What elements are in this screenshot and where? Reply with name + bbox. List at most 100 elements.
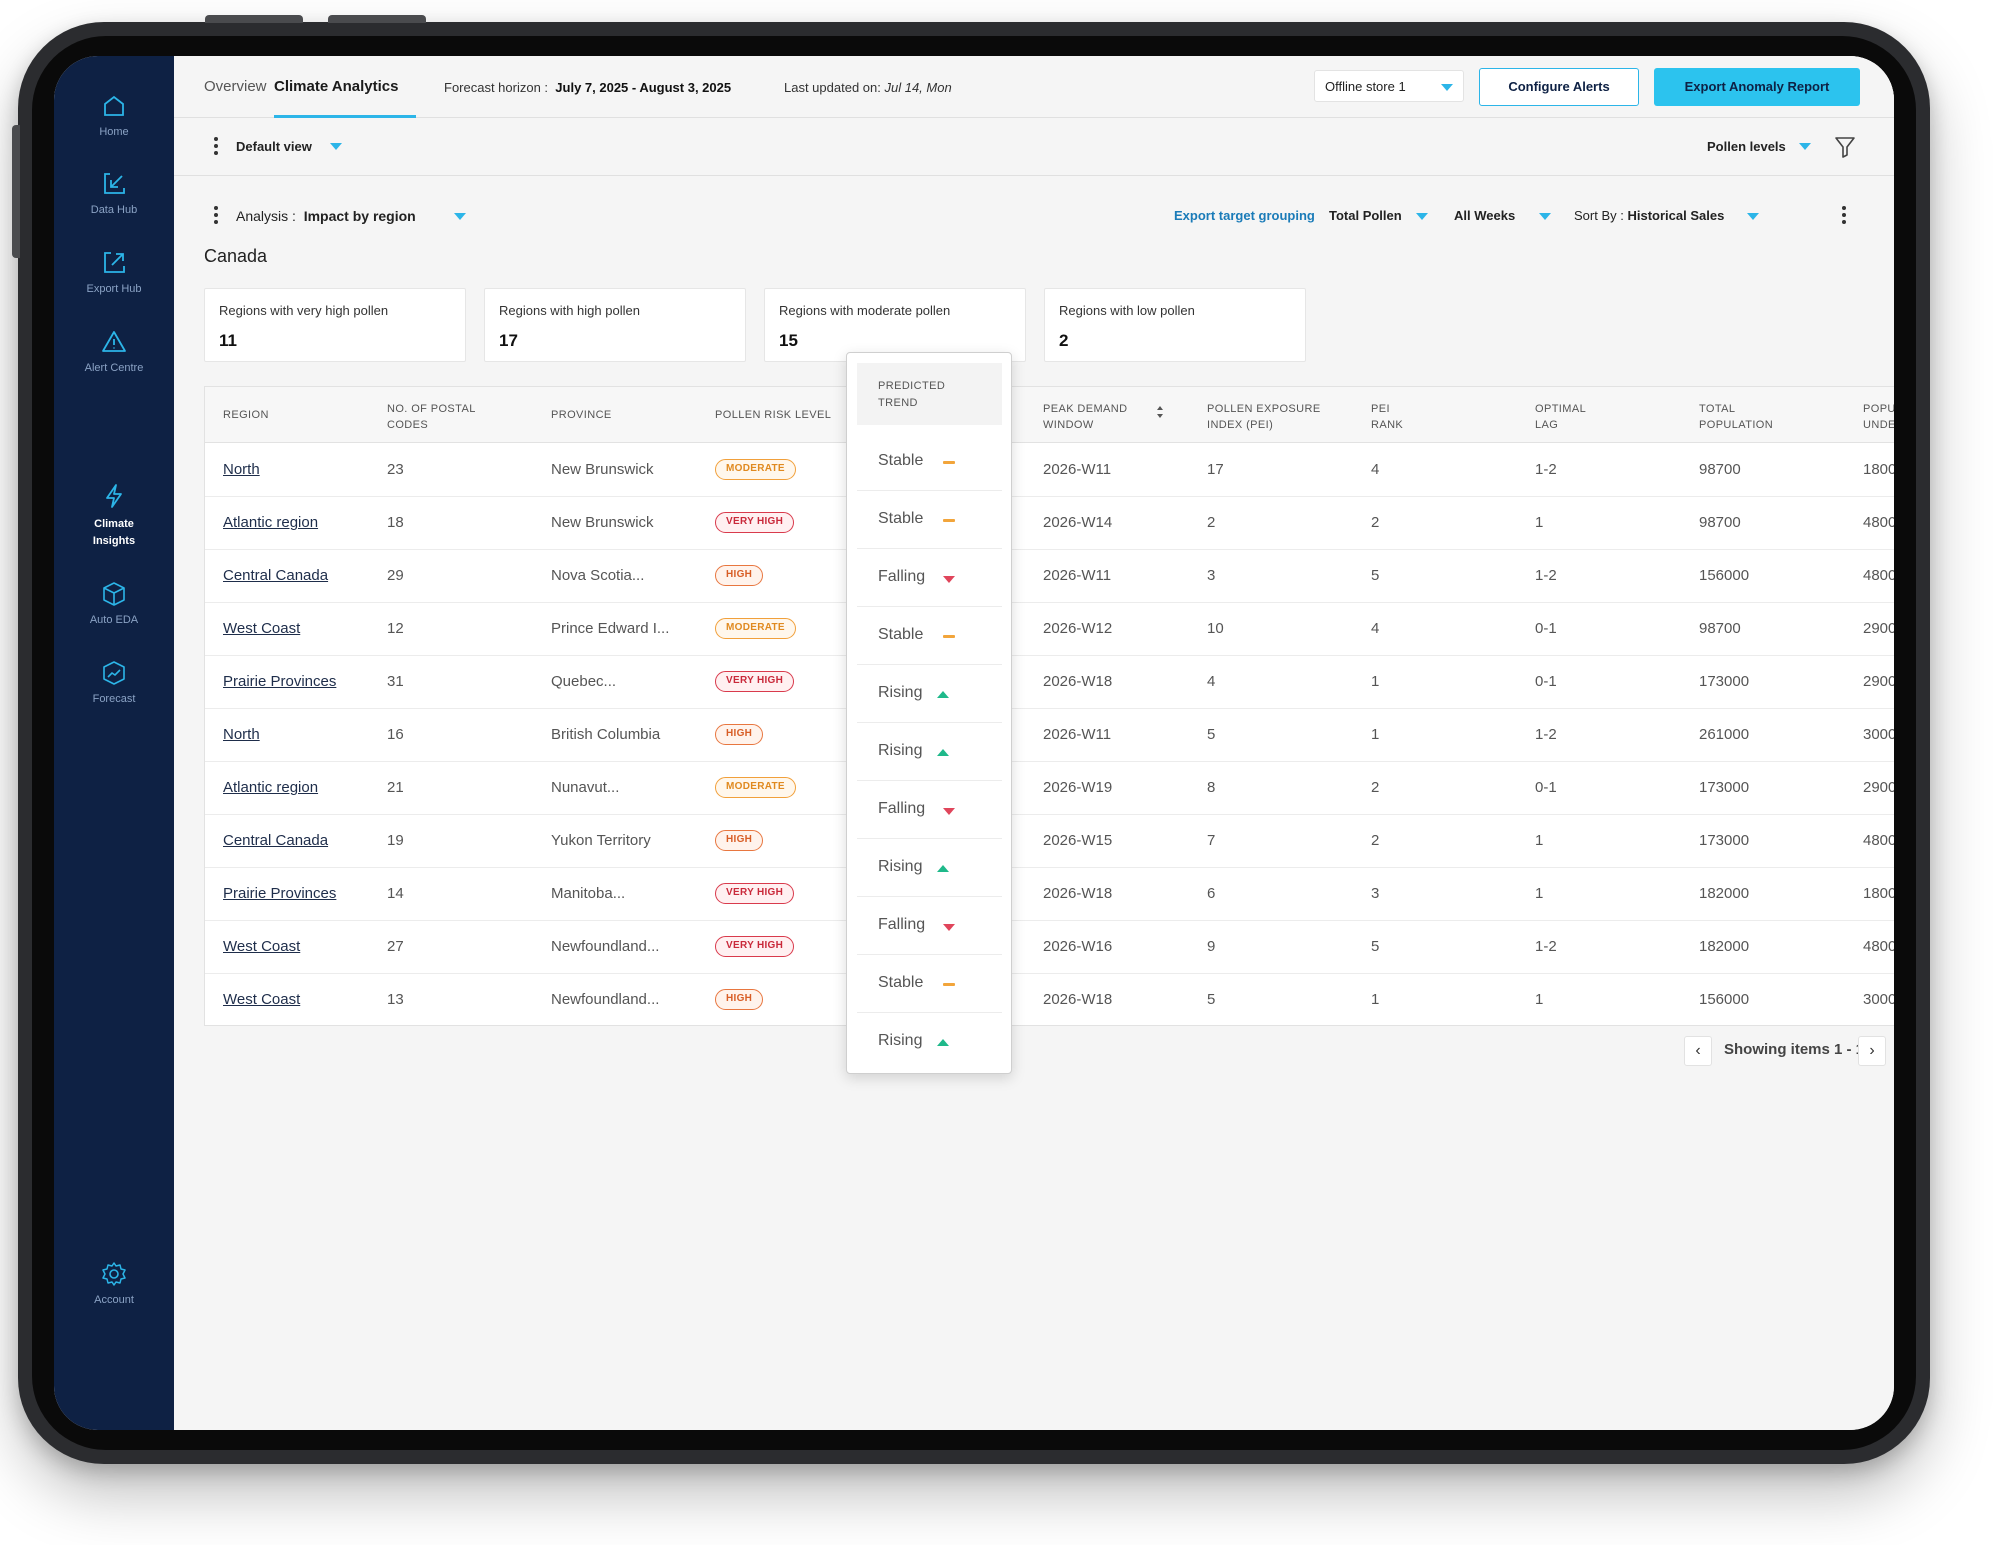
province-cell: New Brunswick xyxy=(551,461,654,478)
sidebar-item-forecast[interactable]: Forecast xyxy=(54,659,174,705)
header-pei[interactable]: POLLEN EXPOSURE INDEX (PEI) xyxy=(1207,401,1321,433)
optimal-lag-cell: 1-2 xyxy=(1535,461,1557,478)
pollen-levels-select[interactable]: Pollen levels xyxy=(1707,139,1786,154)
sidebar-item-account[interactable]: Account xyxy=(54,1260,174,1306)
header-optimal-lag[interactable]: OPTIMAL LAG xyxy=(1535,401,1586,433)
sort-select[interactable]: Sort By : Historical Sales xyxy=(1574,208,1724,223)
pei-rank-cell: 1 xyxy=(1371,673,1380,690)
region-link[interactable]: West Coast xyxy=(223,938,301,955)
export-target-grouping-link[interactable]: Export target grouping xyxy=(1174,208,1315,223)
table-row[interactable]: North 23 New Brunswick 2026-W11 17 4 1-2 98700 1… xyxy=(205,444,1894,497)
province-cell: Newfoundland... xyxy=(551,938,660,955)
region-link[interactable]: West Coast xyxy=(223,991,301,1008)
card-label: Regions with high pollen xyxy=(499,303,640,318)
chevron-down-icon[interactable] xyxy=(1799,143,1811,150)
pei-cell: 5 xyxy=(1207,991,1216,1008)
table-row[interactable]: West Coast 12 Prince Edward I... 2026-W12 10… xyxy=(205,603,1894,656)
table-row[interactable]: Prairie Provinces 31 Quebec... 2026-W18 4 1 0-… xyxy=(205,656,1894,709)
risk-badge: HIGH xyxy=(715,989,764,1010)
summary-card-high: Regions with high pollen 17 xyxy=(484,288,746,362)
store-select[interactable]: Offline store 1 xyxy=(1314,70,1464,102)
pei-rank-cell: 3 xyxy=(1371,885,1380,902)
rising-arrow-icon xyxy=(937,865,949,872)
sidebar-item-label: Climate Insights xyxy=(92,518,136,547)
sidebar-item-alert-centre[interactable]: Alert Centre xyxy=(54,328,174,374)
header-peak-demand[interactable]: PEAK DEMAND WINDOW xyxy=(1043,401,1127,433)
analysis-menu-icon[interactable] xyxy=(214,206,218,227)
tab-climate-analytics[interactable]: Climate Analytics xyxy=(274,78,399,95)
chevron-down-icon[interactable] xyxy=(330,143,342,150)
table-row[interactable]: Atlantic region 18 New Brunswick 2026-W14 2 2… xyxy=(205,497,1894,550)
next-page-button[interactable]: › xyxy=(1858,1036,1886,1066)
summary-card-low: Regions with low pollen 2 xyxy=(1044,288,1306,362)
region-link[interactable]: North xyxy=(223,726,260,743)
pei-cell: 4 xyxy=(1207,673,1216,690)
header-province[interactable]: PROVINCE xyxy=(551,409,612,421)
sidebar-item-auto-eda[interactable]: Auto EDA xyxy=(54,580,174,626)
export-anomaly-report-button[interactable]: Export Anomaly Report xyxy=(1654,68,1860,106)
pei-cell: 9 xyxy=(1207,938,1216,955)
chevron-down-icon[interactable] xyxy=(1539,213,1551,220)
total-population-cell: 261000 xyxy=(1699,726,1750,743)
trend-item: Falling xyxy=(857,549,1002,607)
analysis-selector[interactable]: Analysis : Impact by region xyxy=(236,208,416,224)
table-row[interactable]: Central Canada 19 Yukon Territory 2026-W15 7… xyxy=(205,815,1894,868)
more-options-icon[interactable] xyxy=(1842,206,1846,227)
region-link[interactable]: Central Canada xyxy=(223,567,329,584)
header-region[interactable]: REGION xyxy=(223,409,269,421)
region-link[interactable]: Atlantic region xyxy=(223,779,319,796)
top-bar: Overview Climate Analytics Forecast hori… xyxy=(174,56,1894,118)
view-menu-icon[interactable] xyxy=(214,137,218,158)
table-row[interactable]: West Coast 13 Newfoundland... 2026-W18 5 1 1 15… xyxy=(205,974,1894,1025)
rising-arrow-icon xyxy=(937,691,949,698)
header-risk-level[interactable]: POLLEN RISK LEVEL xyxy=(715,409,832,421)
gear-icon xyxy=(102,1262,126,1286)
chevron-down-icon[interactable] xyxy=(1416,213,1428,220)
sidebar-item-export-hub[interactable]: Export Hub xyxy=(54,249,174,295)
region-link[interactable]: Central Canada xyxy=(223,832,329,849)
sidebar-item-data-hub[interactable]: Data Hub xyxy=(54,170,174,216)
province-cell: Manitoba... xyxy=(551,885,626,902)
risk-badge: HIGH xyxy=(715,724,764,745)
peak-demand-cell: 2026-W11 xyxy=(1043,567,1112,584)
trend-label: Rising xyxy=(878,858,923,875)
sidebar-item-home[interactable]: Home xyxy=(54,92,174,138)
total-population-cell: 182000 xyxy=(1699,938,1750,955)
device-button xyxy=(328,15,426,23)
sort-icon[interactable] xyxy=(1156,405,1164,419)
risk-badge: VERY HIGH xyxy=(715,936,795,957)
header-total-population[interactable]: TOTAL POPULATION xyxy=(1699,401,1773,433)
pei-rank-cell: 5 xyxy=(1371,938,1380,955)
table-row[interactable]: Atlantic region 21 Nunavut... 2026-W19 8 2 0-1… xyxy=(205,762,1894,815)
header-pei-rank[interactable]: PEI RANK xyxy=(1371,401,1403,433)
region-link[interactable]: North xyxy=(223,461,260,478)
trend-label: Stable xyxy=(878,452,924,469)
region-link[interactable]: West Coast xyxy=(223,620,301,637)
falling-arrow-icon xyxy=(943,924,955,931)
tab-overview[interactable]: Overview xyxy=(204,78,267,95)
filter-icon[interactable] xyxy=(1834,135,1856,159)
chevron-down-icon[interactable] xyxy=(454,213,466,220)
table-row[interactable]: Central Canada 29 Nova Scotia... 2026-W11 3 5… xyxy=(205,550,1894,603)
region-link[interactable]: Atlantic region xyxy=(223,514,319,531)
prev-page-button[interactable]: ‹ xyxy=(1684,1036,1712,1066)
trend-label: Stable xyxy=(878,510,924,527)
configure-alerts-button[interactable]: Configure Alerts xyxy=(1479,68,1639,106)
total-pollen-select[interactable]: Total Pollen xyxy=(1329,208,1402,223)
header-population-under[interactable]: POPUL UNDER xyxy=(1863,401,1894,433)
table-row[interactable]: West Coast 27 Newfoundland... 2026-W16 9 5 1-2… xyxy=(205,921,1894,974)
pei-cell: 2 xyxy=(1207,514,1216,531)
postal-codes-cell: 29 xyxy=(387,567,404,584)
region-link[interactable]: Prairie Provinces xyxy=(223,885,337,902)
postal-codes-cell: 31 xyxy=(387,673,404,690)
pei-cell: 3 xyxy=(1207,567,1216,584)
table-row[interactable]: Prairie Provinces 14 Manitoba... 2026-W18 6 3… xyxy=(205,868,1894,921)
chevron-down-icon[interactable] xyxy=(1747,213,1759,220)
region-link[interactable]: Prairie Provinces xyxy=(223,673,337,690)
all-weeks-select[interactable]: All Weeks xyxy=(1454,208,1516,223)
sidebar-item-climate-insights[interactable]: Climate Insights xyxy=(54,482,174,550)
header-postal-codes[interactable]: NO. OF POSTAL CODES xyxy=(387,401,476,433)
trend-header-line1: PREDICTED xyxy=(878,380,946,392)
view-select-label[interactable]: Default view xyxy=(236,139,312,154)
table-row[interactable]: North 16 British Columbia 2026-W11 5 1 1-2 2610… xyxy=(205,709,1894,762)
